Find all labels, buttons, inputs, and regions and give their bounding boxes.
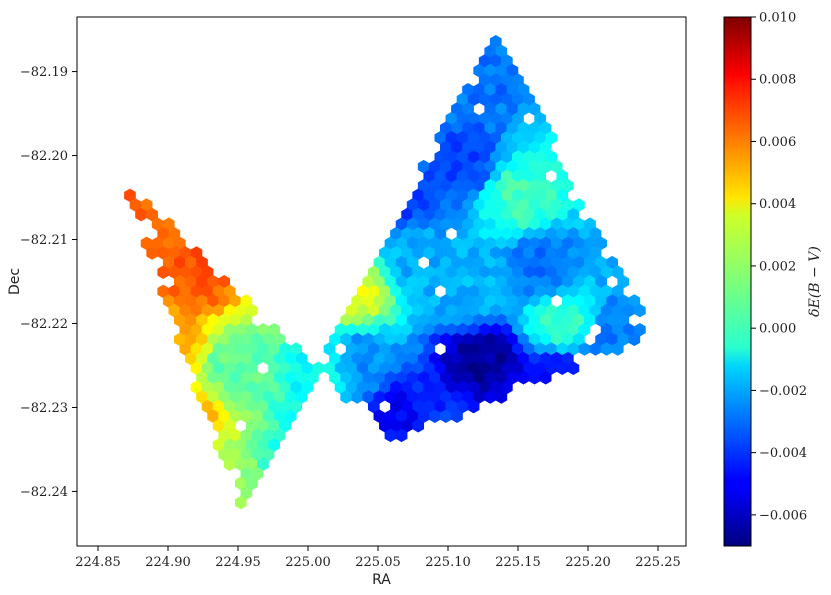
y-tick-label: −82.22 [20,317,68,332]
y-tick-label: −82.20 [20,149,68,164]
hex-cell [556,361,569,375]
x-axis-label: RA [372,572,391,588]
y-tick-label: −82.23 [20,401,68,416]
hex-cell [440,409,452,423]
hex-cell [539,371,552,385]
hex-cell [234,495,247,510]
x-tick-label: 225.05 [355,555,401,570]
hex-cell [628,332,641,347]
hex-cell [567,361,580,375]
hex-cell [611,342,624,356]
hex-cell [384,428,397,443]
y-tick-label: −82.21 [20,233,68,248]
hex-cell [528,371,541,385]
y-axis-label: Dec [7,268,23,295]
hex-cell [451,409,463,423]
colorbar-tick-label: −0.002 [759,384,807,399]
hex-cell [589,342,602,356]
hex-cell [340,390,352,404]
hex-cell [351,390,364,404]
colorbar-tick-label: 0.004 [759,197,796,212]
hex-cell [467,399,480,414]
hex-cell [135,207,147,222]
hex-cell [634,303,646,318]
x-tick-label: 225.25 [635,555,681,570]
y-tick-label: −82.19 [20,65,68,80]
x-tick-label: 224.85 [75,555,121,570]
x-axis-ticks: 224.85 224.90 224.95 225.00 225.05 225.10 225.… [75,546,681,570]
x-tick-label: 225.15 [495,555,541,570]
hex-cell [578,342,591,356]
hex-cell [428,409,441,423]
colorbar-ticks: 0.010 0.008 0.006 0.004 0.002 0.000 −0.002 −0.0… [751,11,807,523]
x-tick-label: 225.10 [425,555,471,570]
hex-cell [484,390,497,404]
colorbar-tick-label: −0.006 [759,508,807,523]
hex-cell [412,419,425,433]
x-tick-label: 224.90 [145,555,191,570]
colorbar [723,16,752,547]
colorbar-tick-label: −0.004 [759,446,807,461]
hex-cell [157,265,170,279]
colorbar-label: δE(B − V) [807,246,823,317]
colorbar-tick-label: 0.000 [759,322,796,337]
hex-cell [517,371,530,385]
x-tick-label: 224.95 [215,555,261,570]
hexbin-cells [124,35,646,510]
hex-cell [395,428,408,443]
x-tick-label: 225.20 [565,555,611,570]
colorbar-tick-label: 0.002 [759,259,796,274]
x-tick-label: 225.00 [285,555,331,570]
colorbar-tick-label: 0.006 [759,135,796,150]
colorbar-tick-label: 0.010 [759,11,796,26]
hex-cell [495,390,508,404]
hex-cell [223,457,236,471]
hex-cell [600,342,613,356]
y-axis-ticks: −82.19 −82.20 −82.21 −82.22 −82.23 −82.24 [20,65,77,500]
colorbar-tick-label: 0.008 [759,73,796,88]
plot-frame [76,16,687,547]
y-tick-label: −82.24 [20,485,68,500]
hex-cell [146,246,158,260]
